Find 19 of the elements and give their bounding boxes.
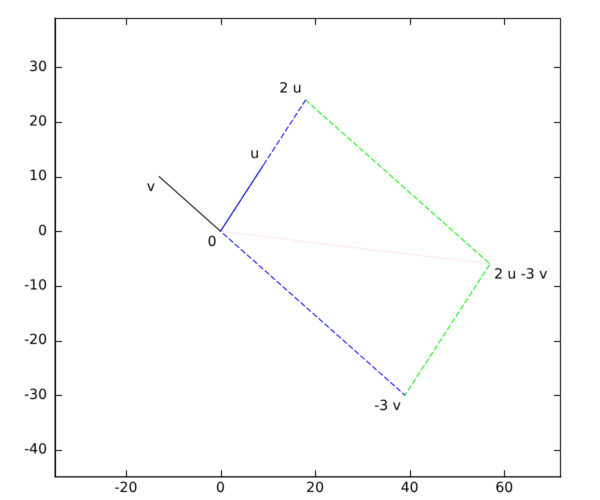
x-tick-label: 40 bbox=[400, 480, 419, 496]
annotation: v bbox=[146, 179, 156, 196]
x-tick-label: -20 bbox=[114, 480, 138, 496]
y-tick-label: 10 bbox=[29, 168, 47, 184]
x-tick-label: 20 bbox=[306, 480, 324, 496]
x-tick-label: 60 bbox=[495, 480, 514, 496]
y-tick-label: -30 bbox=[24, 386, 47, 403]
y-tick-label: -40 bbox=[24, 442, 47, 458]
annotation: u bbox=[250, 146, 260, 162]
x-tick-label: 0 bbox=[216, 480, 225, 496]
annotation: 2 u bbox=[279, 80, 302, 97]
y-tick-label: -20 bbox=[24, 332, 47, 348]
y-tick-label: 30 bbox=[29, 58, 47, 75]
y-tick-label: 0 bbox=[38, 222, 47, 239]
y-tick-label: 20 bbox=[29, 114, 47, 130]
annotation: 2 u -3 v bbox=[494, 266, 548, 283]
y-tick-label: -10 bbox=[24, 278, 47, 294]
annotation: 0 bbox=[208, 234, 217, 250]
annotation: -3 v bbox=[374, 398, 401, 414]
